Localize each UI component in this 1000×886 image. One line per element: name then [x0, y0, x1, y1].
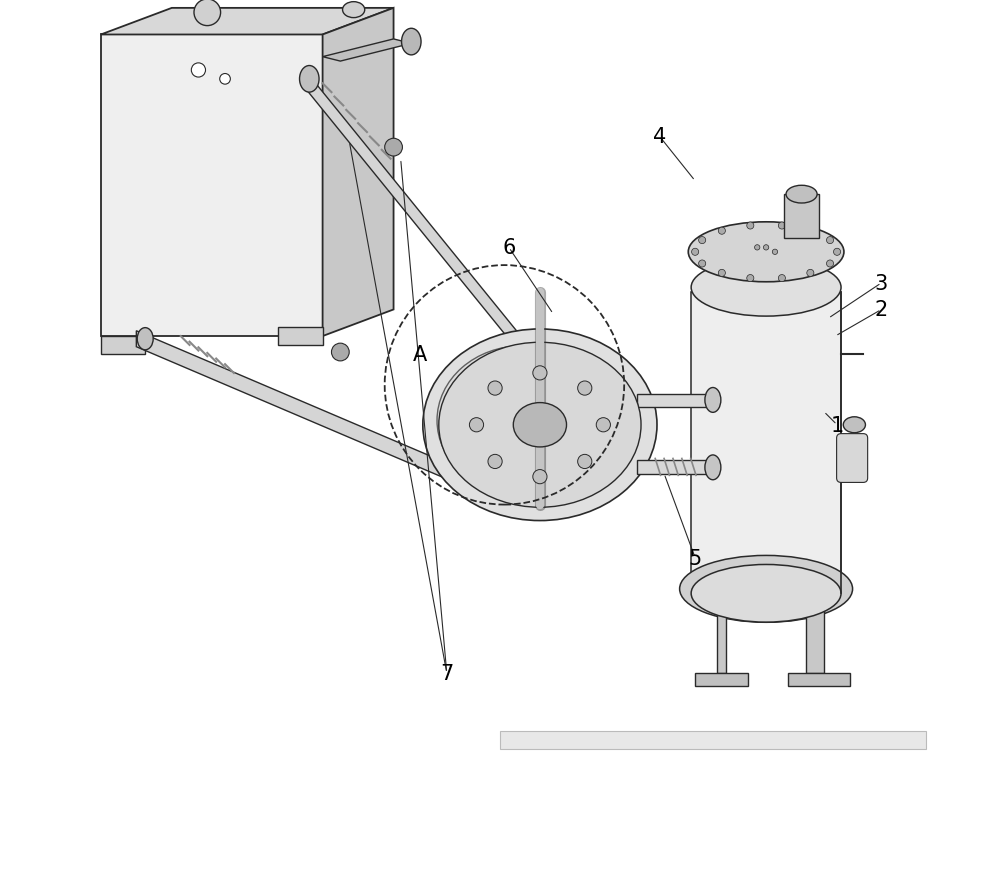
Circle shape — [747, 276, 754, 283]
Circle shape — [718, 270, 725, 277]
Circle shape — [807, 228, 814, 235]
Text: 6: 6 — [502, 238, 516, 258]
Circle shape — [191, 64, 206, 78]
Circle shape — [755, 245, 760, 251]
Polygon shape — [323, 40, 411, 62]
Polygon shape — [806, 594, 824, 673]
Circle shape — [807, 270, 814, 277]
Ellipse shape — [680, 556, 853, 623]
Ellipse shape — [402, 29, 421, 56]
Circle shape — [578, 382, 592, 396]
Polygon shape — [637, 461, 713, 474]
Ellipse shape — [343, 3, 365, 19]
Ellipse shape — [691, 260, 841, 317]
Circle shape — [385, 139, 402, 157]
Circle shape — [772, 250, 778, 255]
Circle shape — [763, 245, 769, 251]
Circle shape — [692, 249, 699, 256]
Polygon shape — [540, 372, 558, 505]
Text: A: A — [413, 345, 427, 364]
Ellipse shape — [705, 455, 721, 480]
Circle shape — [718, 228, 725, 235]
Polygon shape — [695, 673, 748, 687]
Polygon shape — [500, 731, 926, 749]
Polygon shape — [101, 35, 323, 337]
Circle shape — [747, 222, 754, 229]
Circle shape — [331, 344, 349, 361]
Circle shape — [533, 470, 547, 484]
Circle shape — [826, 237, 834, 245]
Text: 4: 4 — [653, 128, 666, 147]
Text: 7: 7 — [440, 664, 453, 683]
Circle shape — [778, 222, 785, 229]
Polygon shape — [278, 328, 323, 346]
Ellipse shape — [688, 222, 844, 283]
Circle shape — [578, 455, 592, 469]
FancyBboxPatch shape — [837, 434, 868, 483]
Circle shape — [596, 418, 610, 432]
Circle shape — [220, 74, 230, 85]
Ellipse shape — [437, 346, 607, 495]
Polygon shape — [101, 337, 145, 354]
Text: 2: 2 — [875, 300, 888, 320]
Circle shape — [778, 276, 785, 283]
Polygon shape — [136, 331, 544, 521]
Circle shape — [194, 0, 221, 27]
Circle shape — [699, 260, 706, 268]
Ellipse shape — [540, 368, 563, 385]
Circle shape — [699, 237, 706, 245]
Circle shape — [826, 260, 834, 268]
Polygon shape — [788, 673, 850, 687]
Polygon shape — [637, 394, 713, 408]
Ellipse shape — [786, 186, 817, 204]
Circle shape — [533, 366, 547, 381]
Ellipse shape — [300, 66, 319, 93]
Polygon shape — [717, 594, 726, 673]
Ellipse shape — [691, 565, 841, 622]
Text: 5: 5 — [689, 548, 702, 568]
Ellipse shape — [137, 329, 153, 350]
Circle shape — [488, 382, 502, 396]
Polygon shape — [691, 292, 841, 594]
Circle shape — [834, 249, 841, 256]
Polygon shape — [323, 9, 394, 337]
Polygon shape — [784, 195, 819, 239]
Text: 1: 1 — [830, 416, 844, 435]
Polygon shape — [305, 71, 553, 394]
Ellipse shape — [423, 330, 657, 521]
Ellipse shape — [513, 403, 567, 447]
Text: 3: 3 — [875, 274, 888, 293]
Circle shape — [469, 418, 484, 432]
Ellipse shape — [843, 417, 865, 433]
Circle shape — [488, 455, 502, 469]
Polygon shape — [101, 9, 394, 35]
Ellipse shape — [439, 343, 641, 508]
Ellipse shape — [705, 388, 721, 413]
